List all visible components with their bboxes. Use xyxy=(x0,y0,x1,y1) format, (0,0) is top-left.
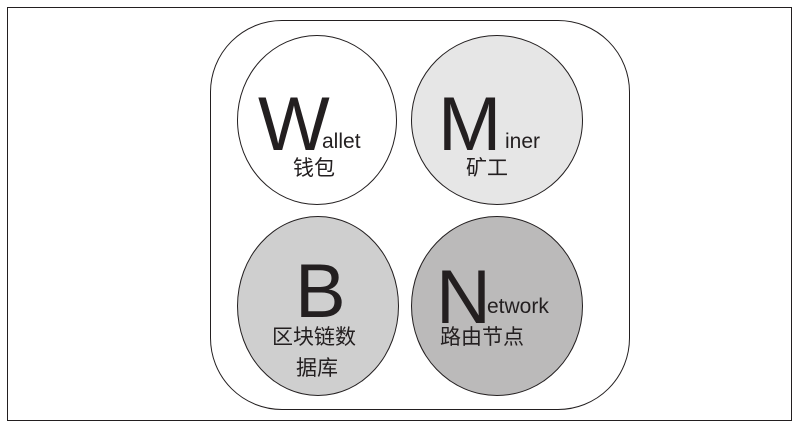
wallet-circle xyxy=(237,35,397,205)
blockchain-chinese-label-line1: 区块链数 xyxy=(272,325,356,349)
wallet-chinese-label: 钱包 xyxy=(293,156,335,180)
network-circle xyxy=(411,216,583,396)
blockchain-chinese-label-line2: 据库 xyxy=(296,356,338,380)
network-initial: N xyxy=(436,255,491,340)
miner-circle xyxy=(411,35,583,205)
wallet-initial: W xyxy=(258,82,330,167)
miner-chinese-label: 矿工 xyxy=(466,156,508,180)
blockchain-initial: B xyxy=(295,249,346,334)
network-rest: etwork xyxy=(487,295,549,318)
miner-rest: iner xyxy=(505,130,541,153)
network-chinese-label: 路由节点 xyxy=(440,325,524,349)
wallet-rest: allet xyxy=(322,130,361,153)
miner-initial: M xyxy=(438,82,501,167)
blockchain-circle xyxy=(237,216,399,396)
